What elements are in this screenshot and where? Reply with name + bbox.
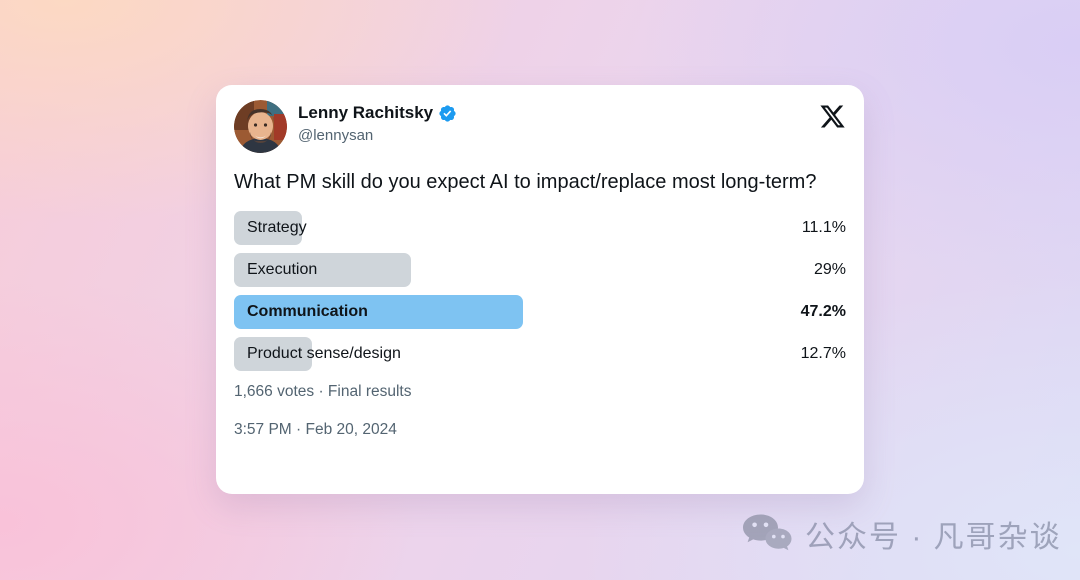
poll-bar	[234, 295, 523, 329]
poll-bar	[234, 337, 312, 371]
poll-votes-summary: 1,666 votes · Final results	[234, 383, 412, 400]
poll-option-percent: 11.1%	[801, 219, 846, 236]
x-logo-icon[interactable]	[819, 103, 846, 130]
poll-option-percent: 12.7%	[800, 345, 846, 362]
watermark-text: 公众号 · 凡哥杂谈	[805, 521, 1062, 554]
verified-badge-icon	[438, 104, 457, 123]
poll-option-label: Communication	[247, 303, 368, 320]
tweet-card: Lenny Rachitsky @lennysan What PM skill …	[216, 85, 864, 494]
watermark: 公众号 · 凡哥杂谈	[742, 512, 1062, 556]
poll-bar	[234, 211, 302, 245]
poll-option-percent: 47.2%	[800, 303, 846, 320]
tweet-timestamp[interactable]: 3:57 PM · Feb 20, 2024	[234, 421, 397, 438]
poll-option-label: Execution	[247, 261, 318, 278]
poll-results: Strategy 11.1% Execution 29% Communicati…	[234, 211, 846, 401]
poll-option-product-sense: Product sense/design 12.7%	[234, 337, 846, 371]
tweet-header: Lenny Rachitsky @lennysan	[234, 100, 846, 153]
poll-option-strategy: Strategy 11.1%	[234, 211, 846, 245]
author-block: Lenny Rachitsky @lennysan	[298, 100, 457, 144]
poll-bar	[234, 253, 412, 287]
tweet-question-text: What PM skill do you expect AI to impact…	[234, 171, 817, 193]
poll-option-label: Strategy	[247, 219, 307, 236]
wechat-icon	[743, 514, 792, 551]
avatar[interactable]	[234, 100, 287, 153]
poll-option-label: Product sense/design	[247, 345, 401, 362]
poll-option-percent: 29%	[813, 261, 846, 278]
author-handle[interactable]: @lennysan	[298, 127, 374, 144]
avatar-image	[234, 100, 287, 153]
poll-option-communication: Communication 47.2%	[234, 295, 846, 329]
author-name[interactable]: Lenny Rachitsky	[298, 103, 434, 122]
poll-option-execution: Execution 29%	[234, 253, 846, 287]
